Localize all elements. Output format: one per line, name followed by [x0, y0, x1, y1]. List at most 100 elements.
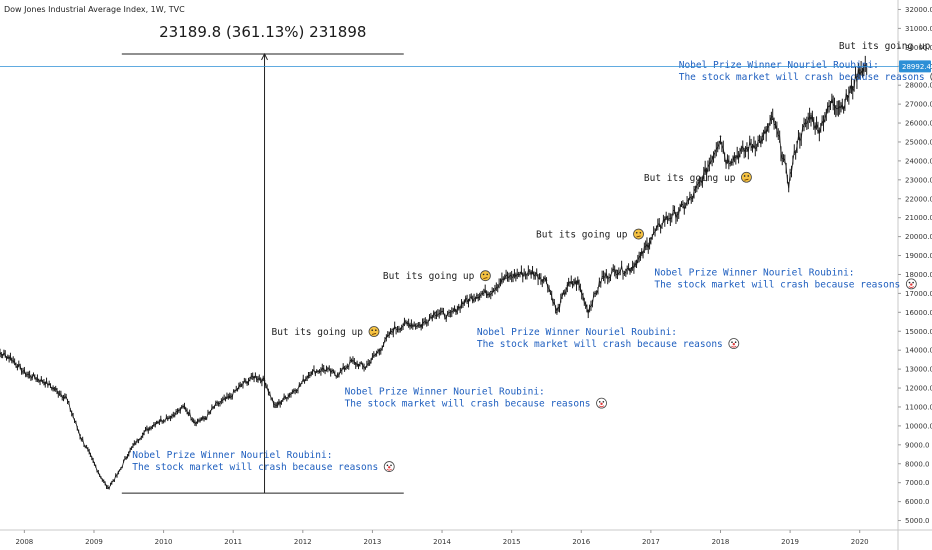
data-point — [228, 396, 231, 399]
data-point — [79, 434, 81, 437]
y-tick-label: 21000.0 — [905, 214, 932, 222]
data-point — [44, 381, 47, 384]
data-point — [489, 290, 492, 293]
x-tick-label: 2020 — [851, 538, 869, 546]
data-point — [778, 141, 781, 143]
data-point — [308, 372, 311, 374]
data-point — [601, 277, 603, 280]
annotation: But its going up😕 — [536, 228, 644, 241]
clown-face-icon — [905, 278, 917, 290]
annotation-text: The stock market will crash because reas… — [132, 462, 378, 473]
data-point — [761, 139, 764, 141]
data-point — [378, 349, 381, 351]
measure-tool[interactable]: 23189.8 (361.13%) 231898 — [121, 23, 404, 494]
y-tick-label: 16000.0 — [905, 309, 932, 317]
annotation: But its going up😕 — [839, 41, 931, 52]
x-tick-label: 2011 — [224, 538, 242, 546]
data-point — [9, 356, 12, 359]
emoji-eye — [743, 175, 746, 177]
annotations: But its going up😕 Nobel Prize Winner Nour… — [132, 41, 932, 473]
data-point — [639, 256, 642, 259]
y-tick-label: 15000.0 — [905, 328, 932, 336]
x-tick-label: 2009 — [85, 538, 103, 546]
data-point — [677, 211, 680, 213]
data-point — [531, 271, 534, 274]
last-value-badge — [899, 60, 931, 73]
data-point — [23, 372, 26, 374]
data-point — [629, 267, 631, 270]
annotation-text: But its going up — [644, 173, 736, 184]
data-point — [117, 472, 120, 475]
y-tick-label: 25000.0 — [905, 138, 932, 146]
x-tick-label: 2015 — [503, 538, 521, 546]
annotation-text: But its going up — [536, 230, 628, 241]
data-point — [274, 406, 276, 408]
data-point — [448, 315, 450, 317]
y-tick-label: 10000.0 — [905, 422, 932, 430]
data-point — [841, 105, 844, 107]
confused-face-icon — [633, 228, 644, 240]
data-point — [100, 476, 102, 478]
data-point — [663, 218, 666, 221]
data-point — [336, 373, 339, 376]
data-point — [141, 432, 144, 435]
emoji-eye — [386, 464, 389, 467]
annotation-text: The stock market will crash because reas… — [654, 279, 900, 290]
annotation-text: The stock market will crash because reas… — [477, 339, 723, 350]
y-tick-label: 19000.0 — [905, 252, 932, 260]
annotation-text: Nobel Prize Winner Nouriel Roubini: — [477, 327, 677, 338]
data-point — [322, 368, 325, 370]
data-point — [771, 118, 774, 121]
measure-arrow-icon — [261, 52, 268, 61]
annotation-text: Nobel Prize Winner Nouriel Roubini: — [345, 387, 545, 398]
annotation-text: Nobel Prize Winner Nouriel Roubini: — [679, 60, 879, 71]
y-tick-label: 13000.0 — [905, 366, 932, 374]
emoji-nose — [388, 466, 391, 469]
data-point — [503, 277, 506, 280]
data-point — [169, 415, 172, 418]
emoji-mouth — [598, 405, 605, 408]
emoji-eye — [639, 231, 642, 234]
emoji-eye — [731, 341, 733, 344]
data-point — [787, 182, 790, 185]
annotation: But its going up😕 — [271, 326, 380, 338]
data-point — [155, 421, 158, 423]
annotation-text: But its going up — [271, 327, 363, 338]
data-point — [566, 285, 569, 287]
y-tick-label: 8000.0 — [905, 460, 930, 468]
price-series — [0, 55, 868, 490]
y-tick-label: 17000.0 — [905, 290, 932, 298]
x-tick-label: 2016 — [572, 538, 590, 546]
data-point — [127, 451, 130, 454]
emoji-face — [368, 326, 380, 337]
emoji-mouth — [636, 235, 641, 238]
emoji-nose — [910, 283, 913, 286]
data-point — [107, 487, 109, 490]
data-point — [545, 279, 548, 281]
data-point — [705, 169, 708, 172]
data-point — [392, 328, 395, 331]
annotation: But its going up😕 — [383, 270, 491, 282]
emoji-mouth — [744, 178, 749, 181]
data-point — [691, 196, 694, 198]
y-tick-label: 30000.0 — [905, 44, 932, 52]
emoji-eye — [602, 401, 605, 403]
y-tick-label: 14000.0 — [905, 347, 932, 355]
data-point — [406, 322, 409, 325]
emoji-face — [479, 270, 491, 282]
emoji-mouth — [386, 468, 392, 471]
data-point — [263, 379, 266, 382]
confused-face-icon — [741, 171, 752, 183]
emoji-eye — [375, 329, 377, 332]
data-point — [194, 421, 196, 423]
x-tick-label: 2008 — [15, 538, 33, 546]
y-tick-label: 26000.0 — [905, 120, 932, 128]
data-point — [65, 396, 67, 399]
x-tick-label: 2019 — [781, 538, 799, 546]
emoji-nose — [600, 402, 603, 406]
x-tick-label: 2010 — [155, 538, 173, 546]
y-tick-label: 22000.0 — [905, 195, 932, 203]
y-tick-label: 9000.0 — [905, 441, 930, 449]
annotation-text: But its going up — [839, 41, 931, 52]
annotation: Nobel Prize Winner Nouriel Roubini:The s… — [477, 327, 740, 350]
